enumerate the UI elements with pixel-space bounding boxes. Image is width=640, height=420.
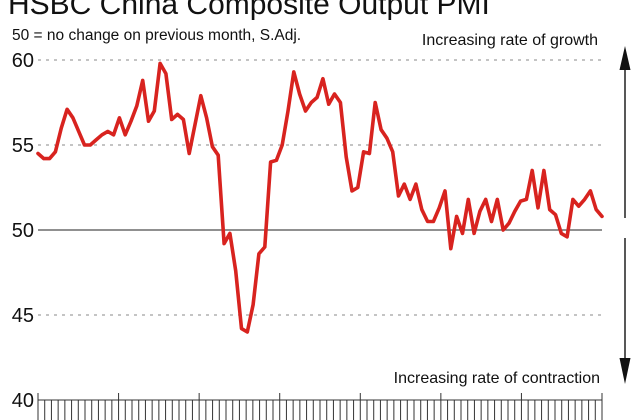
y-tick-label-55: 55 (12, 135, 34, 157)
up-arrow-icon (619, 46, 631, 218)
annotation-contraction: Increasing rate of contraction (394, 370, 600, 387)
y-tick-label-60: 60 (12, 50, 34, 72)
annotation-growth: Increasing rate of growth (422, 32, 598, 49)
y-axis-tick-labels: 60 55 50 45 40 (12, 50, 34, 412)
y-tick-label-45: 45 (12, 305, 34, 327)
chart-subtitle: 50 = no change on previous month, S.Adj. (12, 27, 301, 44)
grid-lines (38, 59, 602, 316)
chart-title: HSBC China Composite Output PMI (8, 0, 490, 21)
down-arrow-icon (619, 238, 631, 384)
y-tick-label-50: 50 (12, 220, 34, 242)
y-tick-label-40: 40 (12, 390, 34, 412)
x-axis-ticks (37, 393, 603, 420)
series-layer (36, 61, 604, 334)
series-line-0 (36, 61, 604, 334)
